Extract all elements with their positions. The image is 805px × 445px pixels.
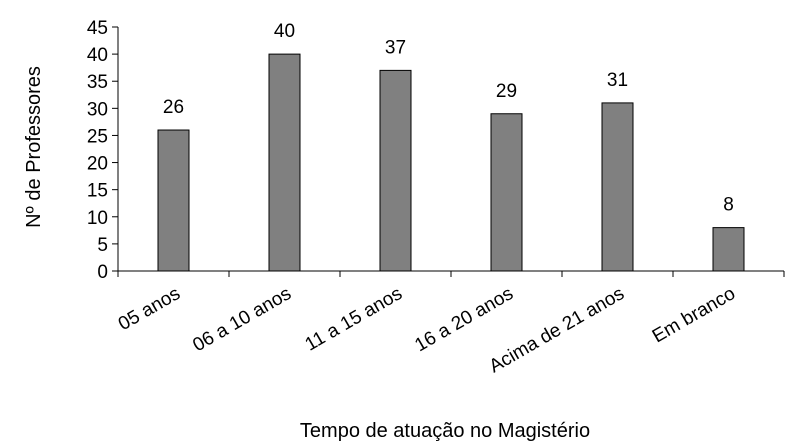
data-label: 37 [385,37,406,58]
y-axis: 0 5 10 15 20 25 30 35 40 45 [87,18,119,283]
data-label: 29 [496,81,517,102]
x-axis-title: Tempo de atuação no Magistério [300,420,590,442]
data-label: 40 [274,21,295,42]
y-axis-title: Nº de Professores [23,66,45,228]
data-labels: 26 40 37 29 31 8 [163,21,734,216]
y-tick-label: 15 [87,181,108,202]
category-label: 16 a 20 anos [411,283,517,356]
bar [490,113,523,272]
bar [379,69,412,272]
category-label: 11 a 15 anos [302,283,406,355]
y-tick-label: 25 [87,126,108,147]
bar [157,129,190,272]
category-labels: 05 anos 06 a 10 anos 11 a 15 anos 16 a 20 a… [115,283,739,377]
data-label: 8 [723,195,734,216]
y-tick-label: 30 [87,99,108,120]
category-label: Em branco [649,283,739,347]
bar [268,53,301,272]
y-tick-label: 35 [87,72,108,93]
y-tick-label: 0 [97,262,108,283]
y-tick-label: 45 [87,18,108,39]
bars [157,53,745,272]
y-tick-label: 5 [97,235,108,256]
data-label: 26 [163,97,184,118]
x-axis [117,270,785,277]
y-tick-label: 40 [87,45,108,66]
category-label: 06 a 10 anos [189,283,295,356]
y-tick-label: 10 [87,208,108,229]
bar [601,102,634,272]
bar [712,227,745,272]
data-label: 31 [607,70,628,91]
category-label: 05 anos [115,283,184,335]
y-tick-label: 20 [87,154,108,175]
